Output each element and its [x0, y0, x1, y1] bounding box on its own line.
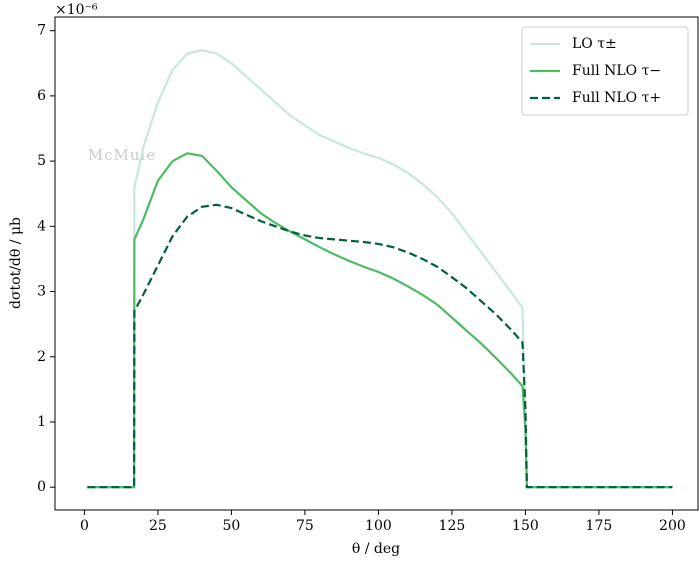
series-line — [87, 203, 673, 489]
y-tick-label: 6 — [37, 88, 46, 104]
x-tick-label: 150 — [512, 518, 539, 534]
x-axis-label: θ / deg — [352, 541, 400, 557]
legend-label: Full NLO τ− — [572, 63, 661, 79]
y-tick-label: 0 — [37, 479, 46, 495]
legend-label: LO τ± — [572, 36, 617, 52]
x-tick-label: 125 — [439, 518, 466, 534]
x-tick-label: 50 — [222, 518, 240, 534]
x-tick-label: 0 — [80, 518, 89, 534]
x-tick-label: 75 — [296, 518, 314, 534]
plot-frame — [54, 16, 699, 511]
offset-label: ×10⁻⁶ — [55, 2, 98, 18]
y-tick-label: 3 — [37, 284, 46, 300]
y-tick-label: 2 — [37, 349, 46, 365]
legend-label: Full NLO τ+ — [572, 90, 661, 106]
x-tick-label: 25 — [149, 518, 167, 534]
y-axis-label: dσtot/dθ / μb — [8, 217, 24, 309]
x-tick-label: 175 — [586, 518, 613, 534]
series-line — [87, 49, 673, 489]
y-tick-label: 4 — [37, 218, 46, 234]
legend-box — [521, 26, 689, 116]
watermark: McMule — [88, 146, 156, 164]
y-tick-label: 5 — [37, 153, 46, 169]
y-tick-label: 1 — [37, 414, 46, 430]
x-tick-label: 100 — [365, 518, 392, 534]
x-tick-label: 200 — [659, 518, 686, 534]
series-line — [87, 152, 673, 489]
y-tick-label: 7 — [37, 23, 46, 39]
